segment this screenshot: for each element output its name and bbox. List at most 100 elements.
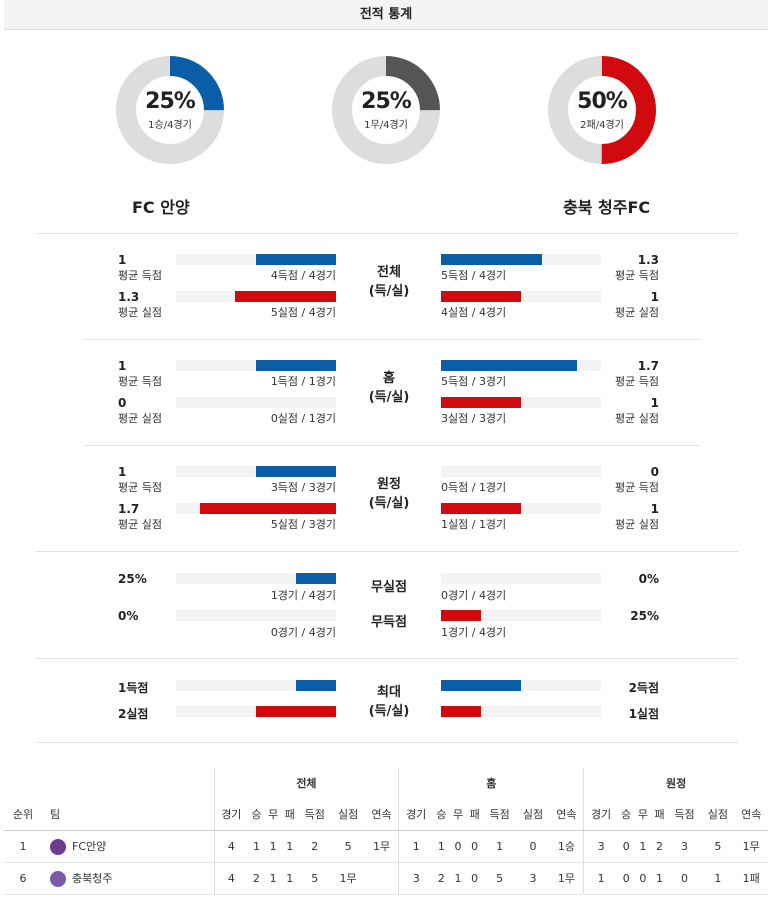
total-away-conc-lbl: 평균 실점	[615, 306, 659, 319]
away-home-conc-track	[176, 503, 336, 514]
col-home-2: 무	[449, 798, 467, 831]
cell-away: 0	[617, 830, 635, 863]
home-away-goals-cap: 5득점 / 3경기	[441, 375, 507, 388]
cell-home: 0	[466, 862, 483, 895]
divider	[35, 233, 738, 234]
clean-away-a-track	[441, 573, 601, 584]
col-away-5: 실점	[701, 798, 735, 831]
away-away-goals-track	[441, 466, 601, 477]
col-home-0: 경기	[398, 798, 434, 831]
home-label-sub: (득/실)	[368, 390, 410, 405]
cell-away: 3	[667, 830, 702, 863]
clean-away-a-val: 0%	[638, 572, 659, 586]
max-home-b-bar	[256, 706, 336, 717]
max-home-b-track	[176, 706, 336, 717]
max-home-a-val: 1득점	[118, 681, 149, 695]
cell-away: 1	[651, 862, 668, 895]
col-total-2: 무	[264, 798, 282, 831]
cell-total: 2	[298, 830, 332, 863]
max-home-b-val: 2실점	[118, 707, 149, 721]
row-team-name: 충북청주	[72, 871, 113, 885]
donut-win-pct: 25%	[145, 89, 196, 114]
total-away-conc-bar	[441, 291, 521, 302]
home-away-conc-lbl: 평균 실점	[615, 412, 659, 425]
home-home-goals-bar	[256, 360, 336, 371]
divider	[84, 339, 700, 340]
cell-home: 3	[398, 862, 434, 895]
cell-total: 2	[248, 862, 265, 895]
divider	[84, 445, 700, 446]
col-home-1: 승	[433, 798, 450, 831]
home-label: 홈	[383, 371, 395, 386]
cell-total: 4	[213, 862, 249, 895]
group-home: 홈	[398, 768, 584, 798]
clean-home-a-cap: 1경기 / 4경기	[270, 589, 336, 602]
standings-table: 전체 홈 원정 순위 팀 경기 승 무 패 득점 실점 연속 경기 승 무 패 득점 실점 연속 경기 승 무 패…	[4, 768, 768, 895]
total-label-sub: (득/실)	[368, 284, 410, 299]
cell-home: 1	[398, 830, 434, 863]
col-total-0: 경기	[213, 798, 249, 831]
cell-total: 5	[331, 830, 365, 863]
home-away-goals-val: 1.7	[637, 359, 659, 373]
team-logo-icon	[50, 870, 66, 887]
col-home-3: 패	[466, 798, 483, 831]
total-home-goals-val: 1	[118, 253, 127, 267]
clean-home-b-track	[176, 610, 336, 621]
away-home-goals-bar	[256, 466, 336, 477]
cell-away: 3	[583, 830, 618, 863]
cell-total: 4	[213, 830, 249, 863]
total-home-conc-bar	[235, 291, 336, 302]
col-away-6: 연속	[734, 798, 768, 831]
group-total: 전체	[213, 768, 399, 798]
away-home-conc-lbl: 평균 실점	[118, 518, 162, 531]
clean-label-b: 무득점	[371, 615, 407, 630]
total-home-conc-cap: 5실점 / 4경기	[270, 306, 336, 319]
donut-win-sub: 1승/4경기	[148, 120, 192, 131]
clean-away-b-bar	[441, 610, 481, 621]
col-total-6: 연속	[364, 798, 399, 831]
row-team[interactable]: FC안양	[42, 830, 214, 863]
cell-total: 1무	[364, 830, 399, 863]
col-total-4: 득점	[298, 798, 332, 831]
total-home-goals-lbl: 평균 득점	[118, 269, 162, 282]
max-label: 최대	[377, 685, 401, 700]
max-away-a-track	[441, 680, 601, 691]
away-away-conc-bar	[441, 503, 521, 514]
cell-home: 1무	[549, 862, 584, 895]
home-home-conc-track	[176, 397, 336, 408]
team-logo-icon	[50, 838, 66, 855]
col-away-0: 경기	[583, 798, 618, 831]
cell-home: 1	[482, 830, 517, 863]
table-row[interactable]: 1 FC안양 4 1 1 1 2 5 1무 1 1 0 0 1 0 1승 3 0 1 2 3 5 1무	[4, 830, 768, 863]
donut-loss-pct: 50%	[577, 89, 628, 114]
row-team[interactable]: 충북청주	[42, 862, 214, 895]
col-team: 팀	[42, 798, 214, 831]
divider	[35, 742, 738, 743]
total-away-goals-track	[441, 254, 601, 265]
home-home-conc-cap: 0실점 / 1경기	[270, 412, 336, 425]
cell-away: 5	[701, 830, 735, 863]
home-away-goals-track	[441, 360, 601, 371]
total-home-goals-track	[176, 254, 336, 265]
col-home-4: 득점	[482, 798, 517, 831]
donut-draw: 25% 1무/4경기	[332, 56, 440, 164]
cell-total: 1	[281, 862, 299, 895]
away-home-goals-cap: 3득점 / 3경기	[270, 481, 336, 494]
clean-away-b-cap: 1경기 / 4경기	[441, 626, 507, 639]
table-row[interactable]: 6 충북청주 4 2 1 1 5 1무 3 2 1 0 5 3 1무 1 0 0 1 0 1 1패	[4, 862, 768, 895]
cell-total: 1	[281, 830, 299, 863]
cell-home: 1	[449, 862, 467, 895]
away-label-sub: (득/실)	[368, 496, 410, 511]
clean-away-b-val: 25%	[630, 609, 659, 623]
home-home-goals-val: 1	[118, 359, 127, 373]
away-home-conc-val: 1.7	[118, 502, 140, 516]
total-away-goals-lbl: 평균 득점	[615, 269, 659, 282]
clean-home-a-bar	[296, 573, 336, 584]
col-total-5: 실점	[331, 798, 365, 831]
total-away-conc-val: 1	[650, 290, 659, 304]
cell-total: 5	[298, 862, 332, 895]
away-away-goals-cap: 0득점 / 1경기	[441, 481, 507, 494]
home-away-conc-cap: 3실점 / 3경기	[441, 412, 507, 425]
away-label: 원정	[377, 477, 401, 492]
col-total-1: 승	[248, 798, 265, 831]
